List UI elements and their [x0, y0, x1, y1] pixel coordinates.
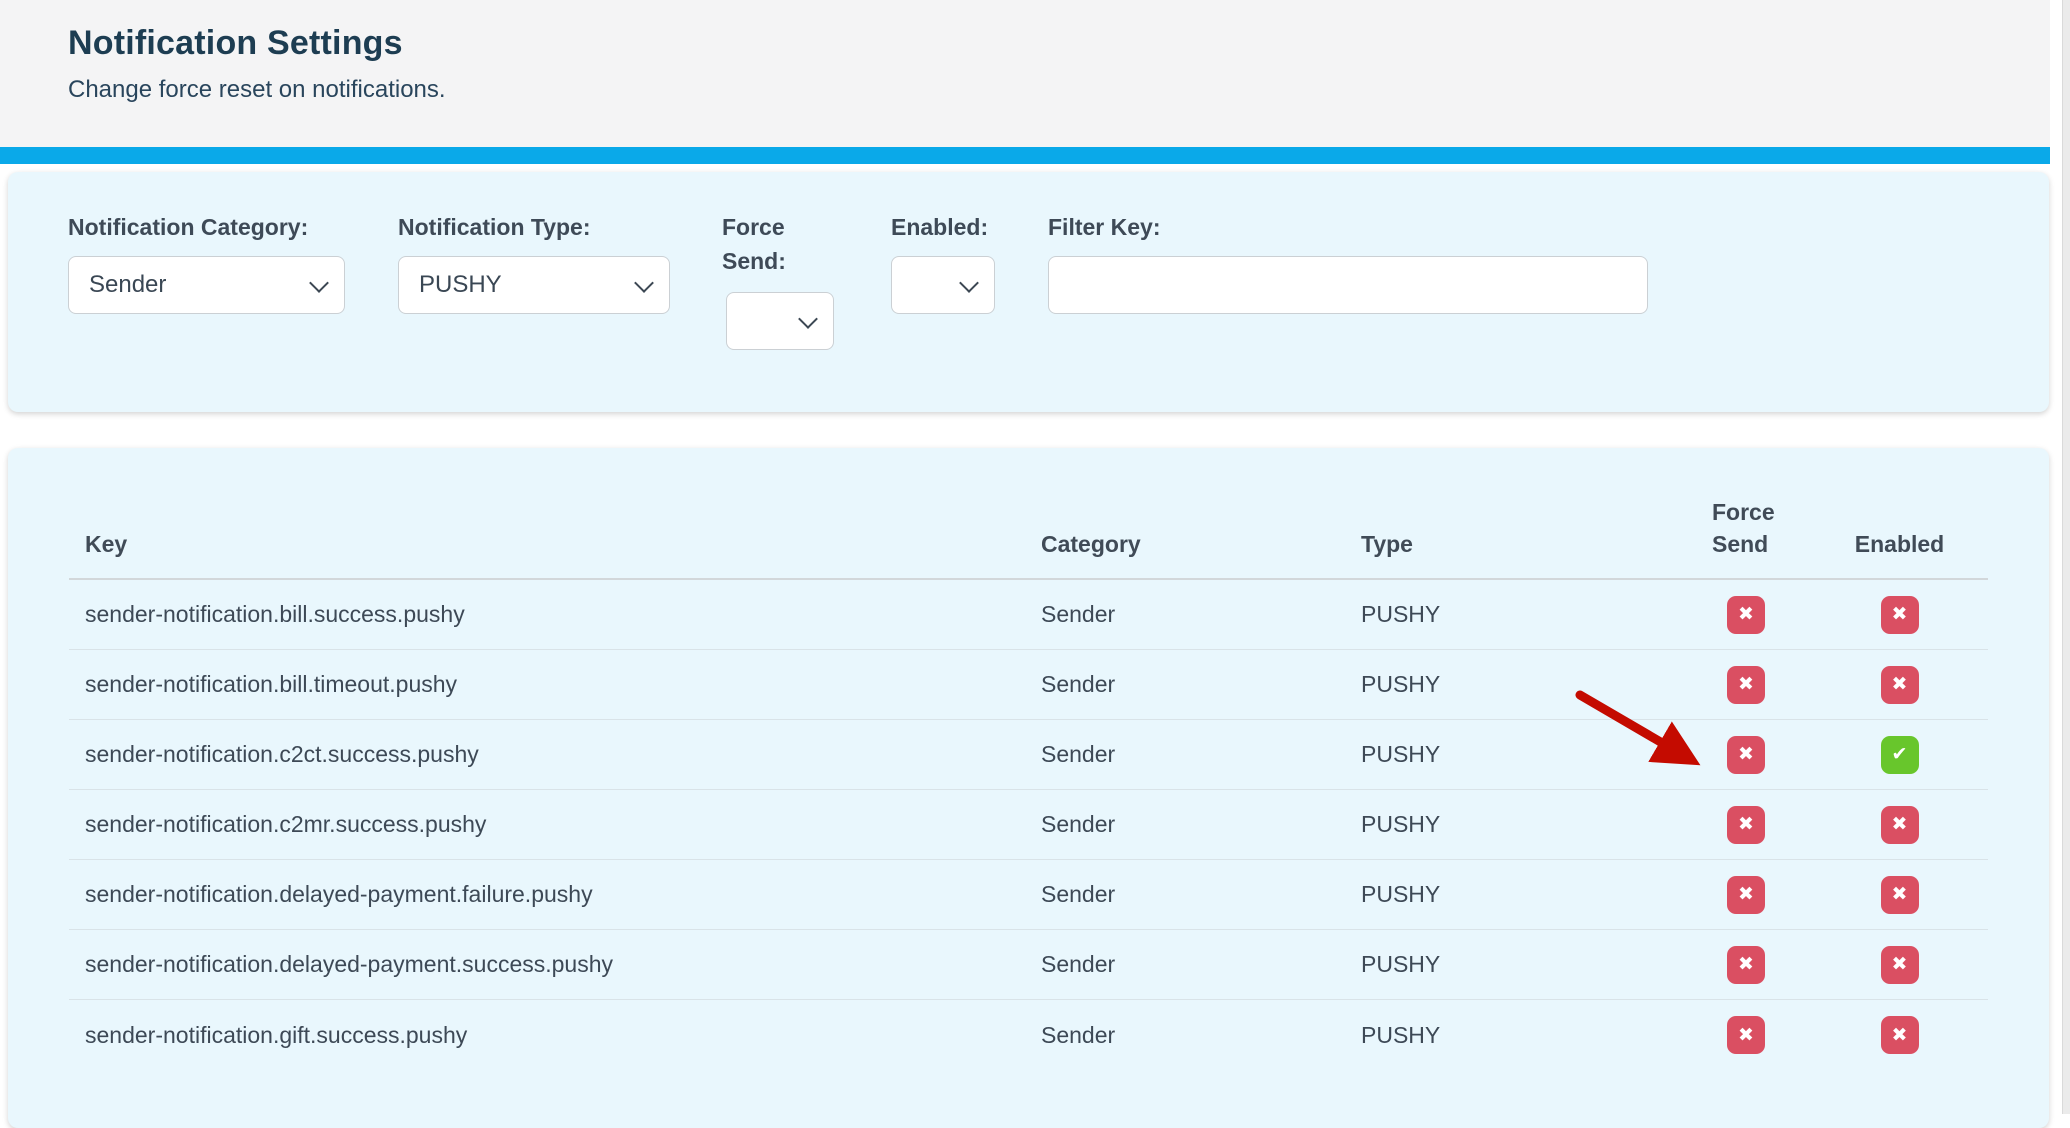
row-category: Sender	[1041, 741, 1116, 767]
force-send-toggle-button[interactable]: ✖	[1727, 805, 1765, 844]
status-icon: ✔	[1891, 743, 1908, 765]
status-icon: ✖	[1738, 953, 1754, 975]
status-icon: ✖	[1891, 603, 1908, 625]
column-header-enabled: Enabled	[1854, 531, 1945, 557]
enabled-label: Enabled:	[891, 214, 989, 240]
page-title: Notification Settings	[68, 24, 403, 62]
force-send-select[interactable]	[726, 292, 834, 350]
row-key: sender-notification.delayed-payment.fail…	[85, 881, 593, 907]
column-header-category: Category	[1041, 531, 1141, 557]
table-row: sender-notification.c2mr.success.pushy S…	[69, 790, 1988, 860]
table-row: sender-notification.gift.success.pushy S…	[69, 1000, 1988, 1070]
enabled-toggle-button[interactable]: ✖	[1880, 805, 1919, 844]
status-icon: ✖	[1891, 953, 1908, 975]
chevron-down-icon	[798, 309, 818, 329]
page-subtitle: Change force reset on notifications.	[68, 76, 446, 103]
row-type: PUSHY	[1361, 881, 1441, 907]
row-key: sender-notification.c2mr.success.pushy	[85, 811, 487, 837]
table-row: sender-notification.bill.timeout.pushy S…	[69, 650, 1988, 720]
row-type: PUSHY	[1361, 601, 1441, 627]
chevron-down-icon	[959, 273, 979, 293]
row-type: PUSHY	[1361, 951, 1441, 977]
force-send-label: Force Send:	[722, 214, 786, 274]
filter-panel: Notification Category: Sender Notificati…	[8, 172, 2049, 412]
status-icon: ✖	[1891, 813, 1908, 835]
scrollbar[interactable]	[2062, 0, 2070, 1114]
column-header-key: Key	[85, 531, 128, 557]
row-type: PUSHY	[1361, 741, 1441, 767]
notification-type-value: PUSHY	[419, 271, 502, 298]
enabled-toggle-button[interactable]: ✖	[1880, 875, 1919, 914]
enabled-toggle-button[interactable]: ✖	[1880, 1016, 1919, 1054]
notification-category-select[interactable]: Sender	[68, 256, 345, 314]
status-icon: ✖	[1891, 673, 1908, 695]
status-icon: ✖	[1891, 1023, 1908, 1046]
force-send-toggle-button[interactable]: ✖	[1727, 595, 1765, 634]
status-icon: ✖	[1738, 743, 1754, 765]
status-icon: ✖	[1738, 813, 1754, 835]
notification-category-value: Sender	[89, 271, 167, 298]
filter-key-label: Filter Key:	[1048, 214, 1161, 240]
status-icon: ✖	[1738, 1023, 1754, 1046]
chevron-down-icon	[634, 273, 654, 293]
table-body: sender-notification.bill.success.pushy S…	[69, 580, 1988, 1070]
enabled-toggle-button[interactable]: ✖	[1880, 945, 1919, 984]
row-key: sender-notification.gift.success.pushy	[85, 1021, 468, 1048]
row-key: sender-notification.c2ct.success.pushy	[85, 741, 479, 767]
row-category: Sender	[1041, 811, 1116, 837]
filter-key-input[interactable]	[1048, 256, 1648, 314]
enabled-select[interactable]	[891, 256, 995, 314]
row-key: sender-notification.bill.timeout.pushy	[85, 671, 458, 697]
enabled-toggle-button[interactable]: ✖	[1880, 665, 1919, 704]
notifications-table-panel: Key Category Type Force Send Enabled sen…	[8, 448, 2049, 1128]
table-row: sender-notification.bill.success.pushy S…	[69, 580, 1988, 650]
notification-type-select[interactable]: PUSHY	[398, 256, 670, 314]
table-row: sender-notification.delayed-payment.succ…	[69, 930, 1988, 1000]
row-type: PUSHY	[1361, 811, 1441, 837]
force-send-toggle-button[interactable]: ✖	[1727, 1016, 1765, 1054]
chevron-down-icon	[309, 273, 329, 293]
page-header: Notification Settings Change force reset…	[0, 0, 2050, 147]
column-header-type: Type	[1361, 531, 1413, 557]
status-icon: ✖	[1738, 883, 1754, 905]
accent-bar	[0, 147, 2050, 164]
enabled-toggle-button[interactable]: ✔	[1880, 735, 1919, 774]
row-category: Sender	[1041, 951, 1116, 977]
row-category: Sender	[1041, 1021, 1116, 1048]
force-send-toggle-button[interactable]: ✖	[1727, 945, 1765, 984]
table-row: sender-notification.c2ct.success.pushy S…	[69, 720, 1988, 790]
status-icon: ✖	[1738, 673, 1754, 695]
column-header-force-send: Force Send	[1712, 499, 1775, 557]
row-category: Sender	[1041, 671, 1116, 697]
status-icon: ✖	[1891, 883, 1908, 905]
status-icon: ✖	[1738, 603, 1754, 625]
row-key: sender-notification.bill.success.pushy	[85, 601, 465, 627]
row-key: sender-notification.delayed-payment.succ…	[85, 951, 614, 977]
force-send-toggle-button[interactable]: ✖	[1727, 875, 1765, 914]
force-send-toggle-button[interactable]: ✖	[1727, 735, 1765, 774]
row-type: PUSHY	[1361, 1021, 1441, 1048]
table-header-row: Key Category Type Force Send Enabled	[69, 448, 1988, 580]
notifications-table: Key Category Type Force Send Enabled sen…	[69, 448, 1988, 1070]
notification-type-label: Notification Type:	[398, 214, 591, 240]
table-row: sender-notification.delayed-payment.fail…	[69, 860, 1988, 930]
row-type: PUSHY	[1361, 671, 1441, 697]
row-category: Sender	[1041, 881, 1116, 907]
notification-category-label: Notification Category:	[68, 214, 309, 240]
force-send-toggle-button[interactable]: ✖	[1727, 665, 1765, 704]
enabled-toggle-button[interactable]: ✖	[1880, 595, 1919, 634]
row-category: Sender	[1041, 601, 1116, 627]
